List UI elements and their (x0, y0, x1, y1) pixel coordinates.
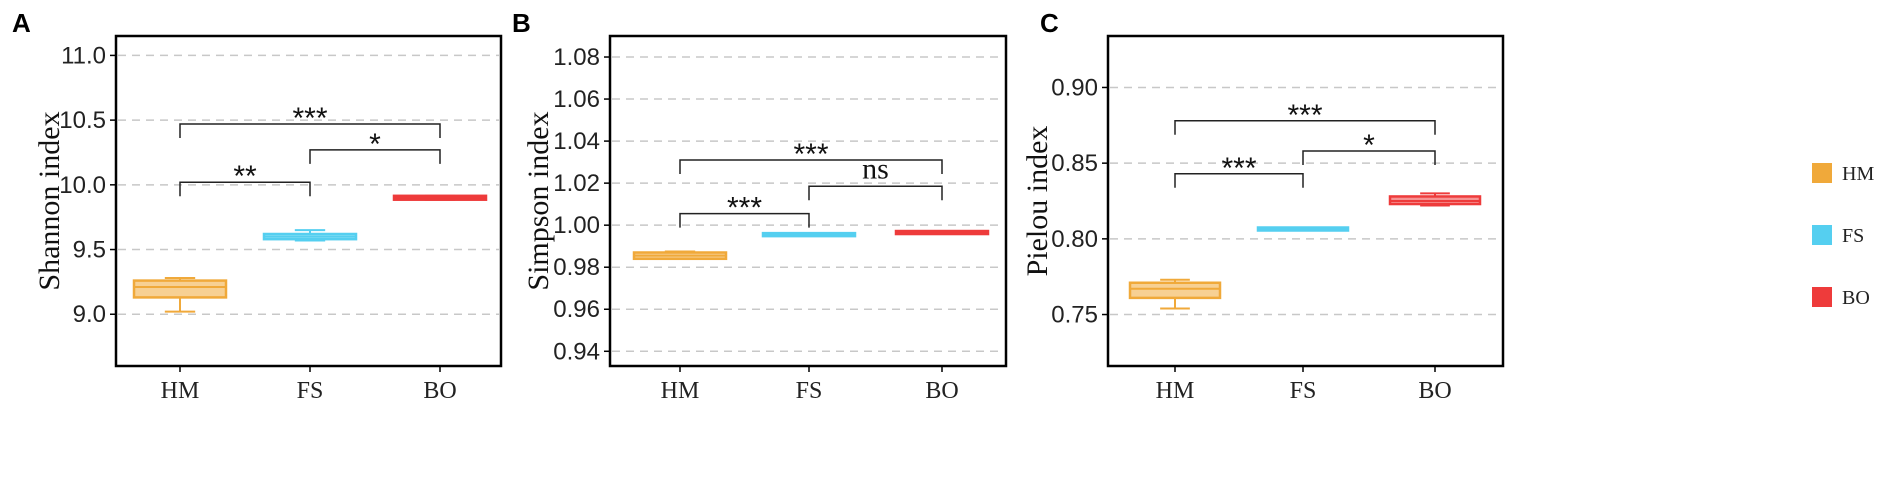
y-tick-label: 0.85 (1051, 150, 1098, 177)
y-tick-label: 9.5 (73, 237, 106, 264)
significance-bracket (1174, 120, 1436, 135)
y-tick-label: 0.96 (553, 296, 600, 323)
significance-label: *** (793, 138, 828, 171)
significance-bracket (179, 123, 441, 138)
box-body-hm (1128, 281, 1222, 300)
y-tick-label: 10.5 (59, 107, 106, 134)
legend-label: HM (1842, 163, 1874, 185)
x-tick-label: FS (796, 378, 823, 404)
x-tick-label: FS (297, 378, 324, 404)
y-axis-label: Shannon index (33, 111, 66, 290)
x-tick-label: HM (161, 378, 200, 404)
y-tick-label: 1.02 (553, 170, 600, 197)
y-axis-label: Pielou index (1021, 126, 1054, 277)
y-tick-label: 10.0 (59, 172, 106, 199)
panel-letter: B (512, 8, 531, 38)
y-tick-label: 1.08 (553, 44, 600, 71)
y-tick-label: 0.80 (1051, 226, 1098, 253)
y-tick-label: 0.90 (1051, 74, 1098, 101)
legend-label: BO (1842, 287, 1870, 309)
significance-bracket (808, 185, 943, 201)
significance-label: *** (1221, 152, 1256, 185)
x-tick-label: BO (925, 378, 958, 404)
x-tick-label: HM (1156, 378, 1195, 404)
x-tick-label: HM (661, 378, 700, 404)
y-tick-label: 1.06 (553, 86, 600, 113)
legend-swatch-hm (1812, 163, 1832, 183)
y-tick-label: 9.0 (73, 301, 106, 328)
plot-frame (114, 34, 503, 368)
y-tick-label: 0.94 (553, 338, 600, 365)
x-tick-label: BO (423, 378, 456, 404)
panel-letter: A (12, 8, 31, 38)
y-tick-label: 11.0 (61, 42, 106, 69)
significance-bracket (679, 212, 810, 228)
box-body-hm (132, 279, 228, 299)
significance-label: *** (1287, 99, 1322, 132)
significance-bracket (679, 159, 943, 175)
significance-label: ns (862, 152, 889, 185)
legend-swatch-fs (1812, 225, 1832, 245)
legend-label: FS (1842, 225, 1864, 247)
significance-label: * (369, 128, 381, 161)
y-tick-label: 0.75 (1051, 302, 1098, 329)
y-tick-label: 0.98 (553, 254, 600, 281)
significance-label: * (1363, 129, 1375, 162)
significance-bracket (309, 149, 441, 164)
x-tick-label: FS (1290, 378, 1317, 404)
significance-bracket (1174, 173, 1304, 188)
significance-bracket (179, 181, 311, 197)
y-axis-label: Simpson index (522, 111, 555, 290)
significance-label: *** (292, 102, 327, 135)
panel-letter: C (1040, 8, 1059, 38)
plot-frame (608, 34, 1008, 368)
y-tick-label: 1.00 (553, 212, 600, 239)
y-tick-label: 1.04 (553, 128, 600, 155)
significance-label: ** (233, 160, 257, 193)
significance-bracket (1302, 150, 1436, 166)
legend-swatch-bo (1812, 287, 1832, 307)
x-tick-label: BO (1418, 378, 1451, 404)
plot-frame (1106, 34, 1505, 368)
significance-label: *** (727, 192, 762, 225)
